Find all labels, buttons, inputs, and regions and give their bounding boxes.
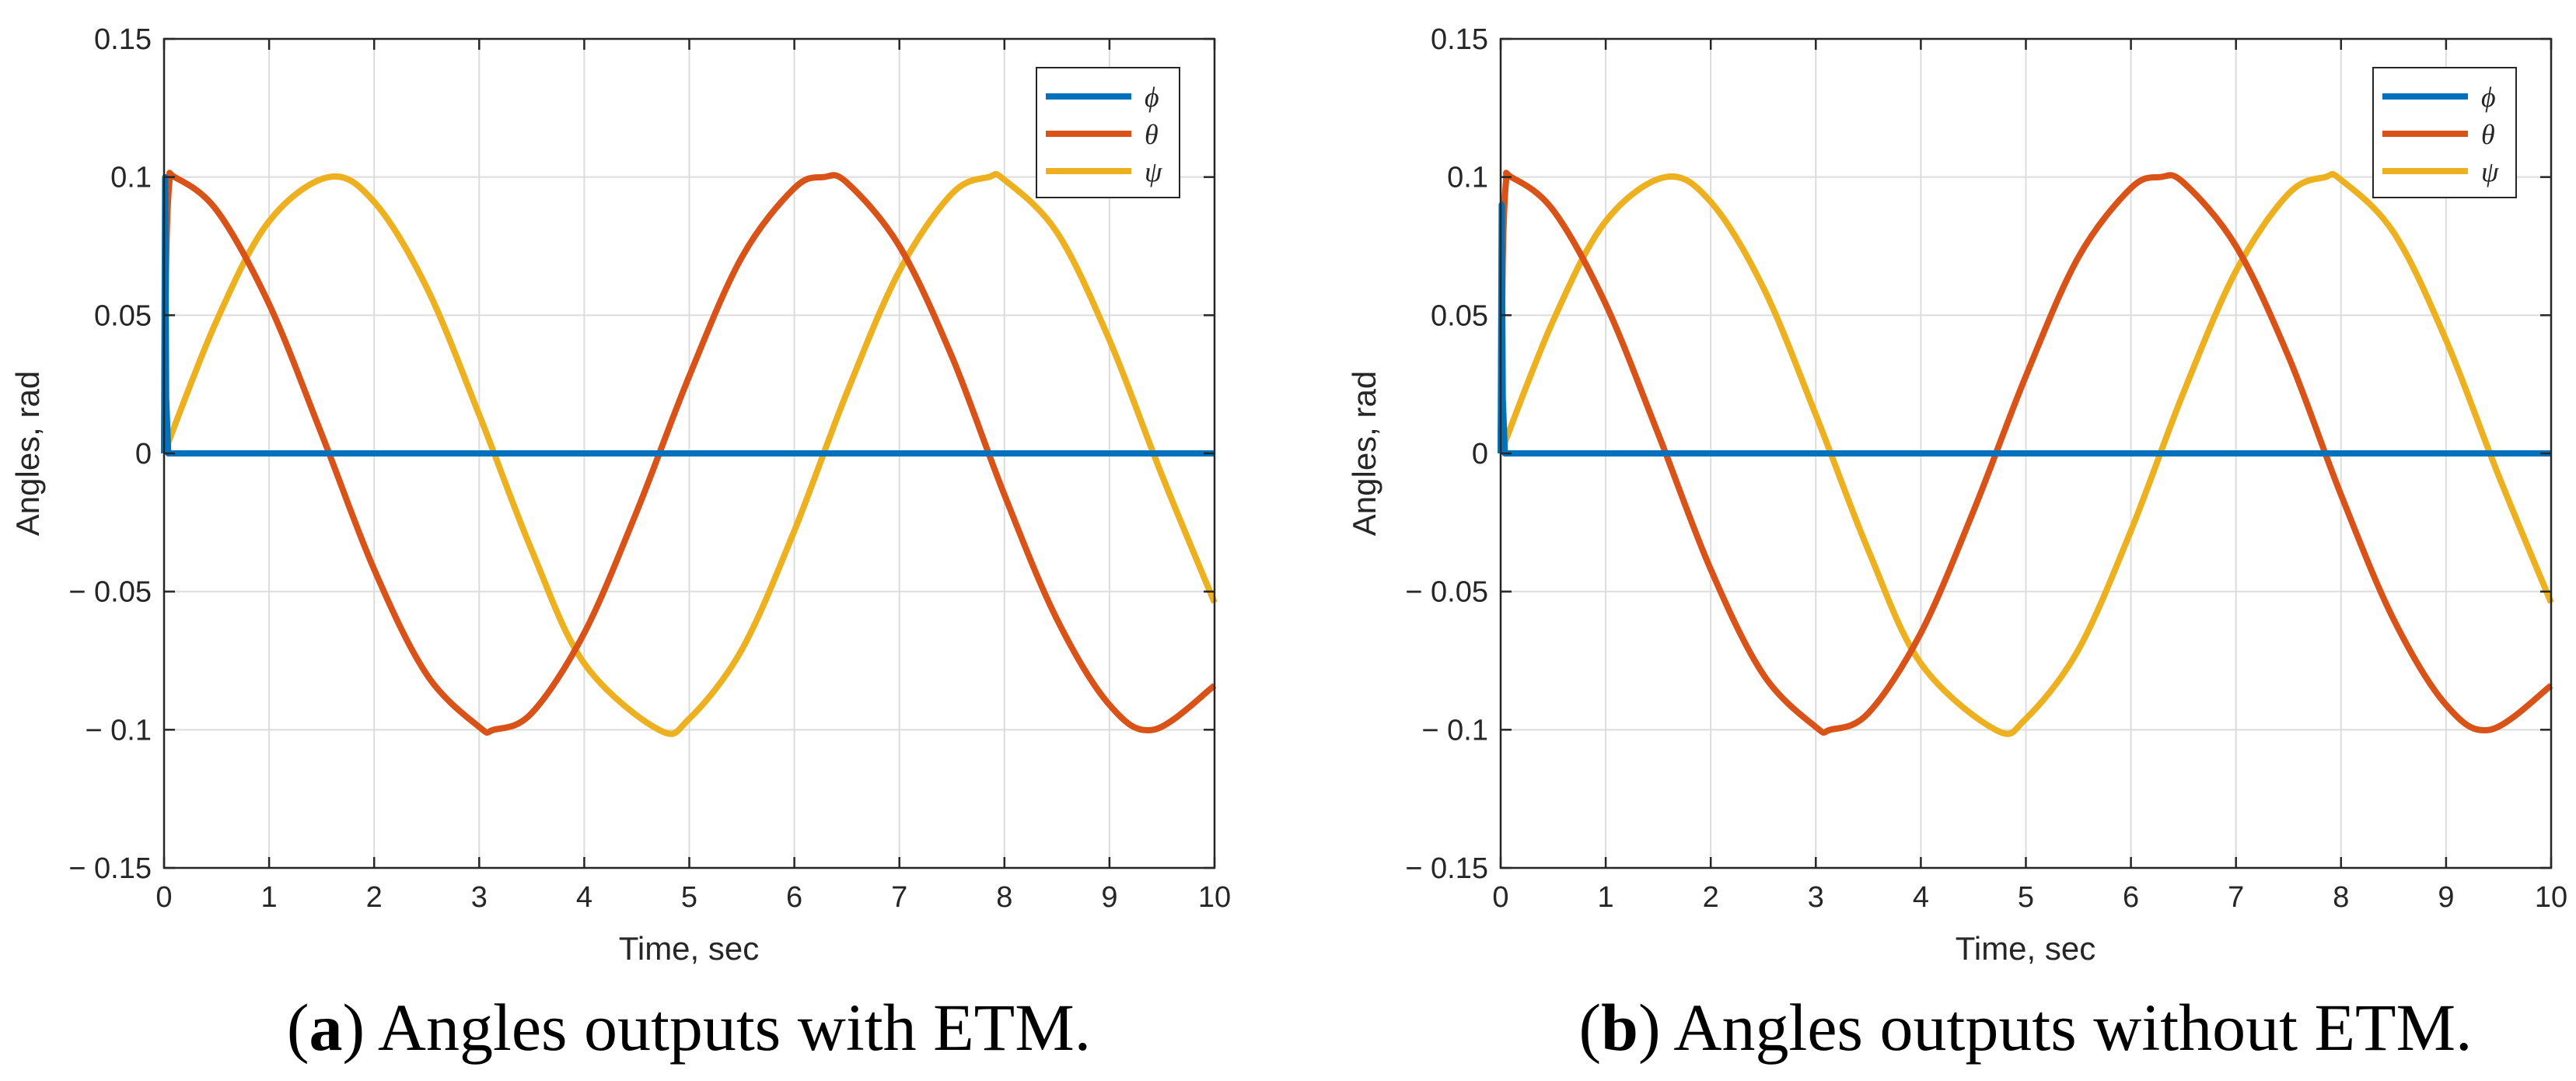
panel-a-y-tick-labels: 0.15 0.1 0.05 0 − 0.05 − 0.1 − 0.15: [68, 23, 152, 885]
panel-a-x-tick-label: 4: [576, 881, 592, 914]
panel-b-series-phi: [1498, 201, 2551, 457]
caption-b-label: b: [1601, 990, 1638, 1065]
panel-b-y-tick-label: − 0.05: [1405, 576, 1488, 609]
panel-a-y-axis-label: Angles, rad: [9, 371, 46, 536]
panel-a-y-tick-label: − 0.15: [68, 852, 152, 885]
panel-a-x-tick-label: 7: [891, 881, 907, 914]
panel-a-x-tick-label: 2: [366, 881, 383, 914]
panel-b-x-tick-label: 10: [2535, 881, 2567, 914]
panel-b-series-group: [1498, 170, 2554, 737]
panel-a-legend-label-theta: θ: [1145, 119, 1159, 150]
panel-a-series-group: [161, 170, 1218, 737]
panel-a-series-psi: [161, 170, 1218, 737]
panel-a-y-tick-label: − 0.1: [85, 714, 152, 747]
panel-a-tick-marks: [163, 37, 1216, 869]
panel-b-y-tick-label: − 0.1: [1421, 714, 1488, 747]
panel-b-y-tick-label: 0.1: [1447, 162, 1488, 194]
panel-a-x-tick-label: 9: [1101, 881, 1117, 914]
caption-a: (a) Angles outputs with ETM.: [287, 990, 1091, 1065]
panel-a-x-tick-label: 8: [996, 881, 1012, 914]
panel-a-x-tick-label: 10: [1198, 881, 1231, 914]
panel-b-x-tick-label: 1: [1598, 881, 1614, 914]
panel-b-x-tick-label: 3: [1808, 881, 1824, 914]
caption-a-label: a: [309, 990, 342, 1065]
panel-a-y-tick-label: − 0.05: [68, 576, 152, 609]
panel-b-y-tick-label: 0: [1472, 438, 1488, 471]
panel-b-x-tick-label: 9: [2438, 881, 2454, 914]
panel-b-chart: 0.15 0.1 0.05 0 − 0.05 − 0.1 − 0.15 0 1 2 3 4 5 6 7 8 9…: [1346, 23, 2567, 967]
panel-b-tick-marks: [1499, 37, 2553, 869]
panel-a-chart: 0.15 0.1 0.05 0 − 0.05 − 0.1 − 0.15 0 1 2 3 4 5 6 7 8 9…: [9, 23, 1231, 967]
panel-b-x-tick-label: 6: [2123, 881, 2139, 914]
panel-b-y-tick-label: 0.15: [1431, 23, 1488, 56]
panel-a-x-tick-labels: 0 1 2 3 4 5 6 7 8 9 10: [156, 881, 1231, 914]
panel-a-y-tick-label: 0.05: [94, 299, 152, 332]
panel-b-x-tick-labels: 0 1 2 3 4 5 6 7 8 9 10: [1492, 881, 2567, 914]
panel-a-legend-label-psi: ψ: [1145, 156, 1162, 187]
caption-b: (b) Angles outputs without ETM.: [1578, 990, 2472, 1065]
panel-b-x-tick-label: 8: [2333, 881, 2349, 914]
panel-b-x-tick-label: 4: [1913, 881, 1929, 914]
panel-a-y-tick-label: 0.15: [94, 23, 152, 56]
panel-a-series-phi: [161, 173, 1215, 457]
panel-a-series-theta: [161, 170, 1217, 736]
panel-b-x-tick-label: 2: [1703, 881, 1719, 914]
panel-a-x-tick-label: 0: [156, 881, 172, 914]
panel-a-x-tick-label: 5: [681, 881, 697, 914]
panel-b-legend: ϕ θ ψ: [2372, 67, 2517, 198]
panel-b-x-tick-label: 7: [2228, 881, 2244, 914]
panel-b-legend-label-theta: θ: [2481, 119, 2495, 150]
panel-b-y-tick-labels: 0.15 0.1 0.05 0 − 0.05 − 0.1 − 0.15: [1405, 23, 1488, 885]
panel-a-x-axis-label: Time, sec: [619, 930, 759, 967]
panel-b-x-tick-label: 5: [2018, 881, 2034, 914]
panel-b-series-psi: [1498, 170, 2554, 737]
panel-b-legend-label-psi: ψ: [2481, 156, 2499, 187]
panel-a-x-tick-label: 3: [471, 881, 488, 914]
panel-a-y-tick-label: 0.1: [110, 162, 152, 194]
panel-b-y-tick-label: − 0.15: [1405, 852, 1488, 885]
panel-a-y-tick-label: 0: [135, 438, 152, 471]
panel-a-x-tick-label: 6: [786, 881, 802, 914]
panel-b-series-theta: [1498, 170, 2553, 736]
panel-b-y-axis-label: Angles, rad: [1346, 371, 1382, 536]
panel-a-legend: ϕ θ ψ: [1036, 67, 1180, 198]
panel-a-legend-label-phi: ϕ: [1145, 82, 1159, 113]
panel-b-x-tick-label: 0: [1492, 881, 1508, 914]
panel-a-x-tick-label: 1: [261, 881, 278, 914]
panel-b-y-tick-label: 0.05: [1431, 299, 1488, 332]
panel-b-x-axis-label: Time, sec: [1956, 930, 2095, 967]
caption-b-text: ) Angles outputs without ETM.: [1638, 990, 2473, 1065]
panel-b-legend-label-phi: ϕ: [2481, 82, 2496, 113]
caption-a-text: ) Angles outputs with ETM.: [342, 990, 1091, 1065]
